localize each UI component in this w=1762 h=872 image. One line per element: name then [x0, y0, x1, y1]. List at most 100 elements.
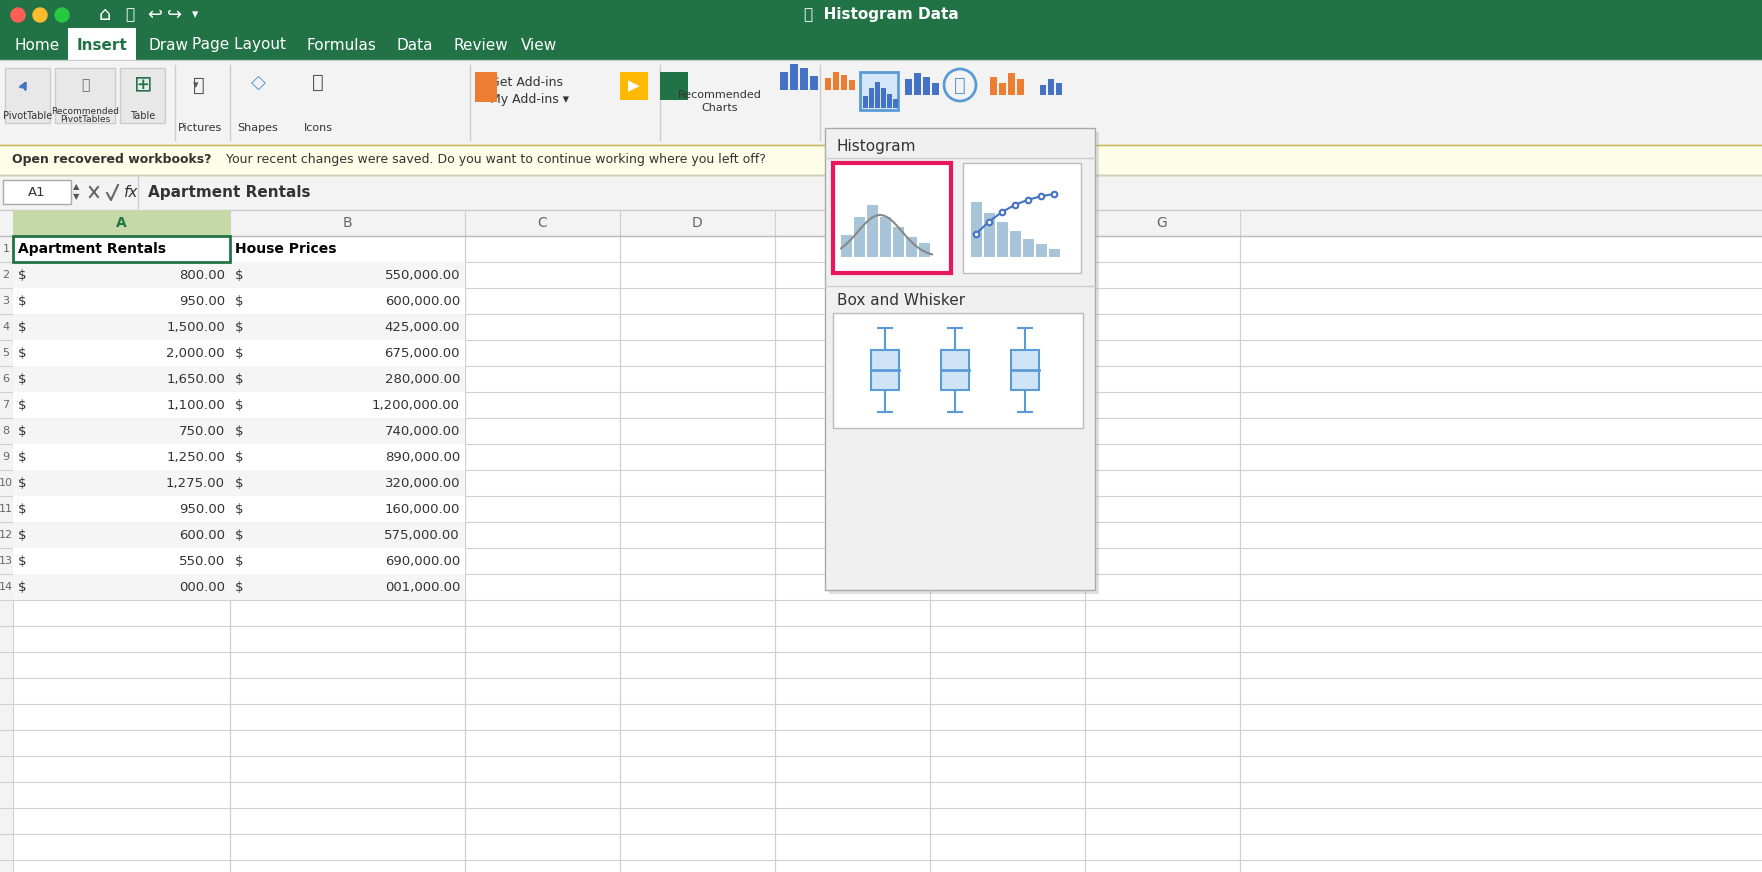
- Text: ▶: ▶: [627, 78, 640, 93]
- Text: $: $: [234, 528, 243, 542]
- Text: My Add-ins ▾: My Add-ins ▾: [490, 93, 569, 106]
- Text: A1: A1: [28, 186, 46, 199]
- Text: $: $: [234, 295, 243, 308]
- Text: 2,000.00: 2,000.00: [166, 346, 226, 359]
- Text: 1,650.00: 1,650.00: [166, 372, 226, 385]
- Text: 950.00: 950.00: [180, 295, 226, 308]
- Bar: [893, 227, 904, 257]
- Text: Shapes: Shapes: [238, 123, 278, 133]
- Text: House Prices: House Prices: [234, 242, 337, 256]
- Bar: [906, 79, 913, 95]
- Bar: [12, 262, 465, 288]
- Bar: [12, 522, 465, 548]
- Text: 750.00: 750.00: [178, 425, 226, 438]
- Bar: [69, 28, 136, 62]
- Bar: [12, 236, 231, 262]
- Bar: [920, 243, 930, 257]
- Bar: [941, 350, 969, 390]
- Bar: [12, 548, 465, 574]
- Text: 13: 13: [0, 556, 12, 566]
- Text: D: D: [692, 216, 703, 230]
- Text: 675,000.00: 675,000.00: [384, 346, 460, 359]
- Bar: [0, 210, 1762, 872]
- Text: $: $: [18, 346, 26, 359]
- Text: Draw: Draw: [148, 37, 189, 52]
- Text: fx: fx: [123, 185, 139, 200]
- Bar: [825, 78, 832, 90]
- Text: $: $: [234, 425, 243, 438]
- Text: ◇: ◇: [250, 72, 266, 92]
- Bar: [825, 128, 1094, 590]
- Text: 575,000.00: 575,000.00: [384, 528, 460, 542]
- Text: 14: 14: [0, 582, 12, 592]
- Text: $: $: [18, 451, 26, 464]
- Bar: [849, 80, 855, 90]
- Text: Recommended: Recommended: [678, 90, 761, 100]
- Bar: [828, 132, 1099, 594]
- Text: $: $: [234, 399, 243, 412]
- Text: $: $: [18, 295, 26, 308]
- Bar: [0, 30, 1762, 60]
- Text: View: View: [522, 37, 557, 52]
- Text: 1,500.00: 1,500.00: [166, 321, 226, 333]
- Text: Icons: Icons: [303, 123, 333, 133]
- Text: Review: Review: [453, 37, 509, 52]
- Bar: [789, 64, 798, 90]
- Bar: [833, 313, 1084, 428]
- Text: 7: 7: [2, 400, 9, 410]
- Text: 4: 4: [2, 322, 9, 332]
- Bar: [879, 217, 892, 257]
- Text: $: $: [18, 476, 26, 489]
- Text: $: $: [18, 321, 26, 333]
- Text: $: $: [18, 581, 26, 594]
- Bar: [990, 77, 997, 95]
- Text: 11: 11: [0, 504, 12, 514]
- Text: Data: Data: [396, 37, 433, 52]
- Bar: [833, 163, 951, 273]
- Text: $: $: [234, 502, 243, 515]
- Text: Histogram: Histogram: [837, 139, 916, 153]
- Text: 5: 5: [2, 348, 9, 358]
- Text: Recommended: Recommended: [51, 106, 120, 115]
- Text: 8: 8: [2, 426, 9, 436]
- Bar: [983, 213, 996, 257]
- Text: $: $: [234, 372, 243, 385]
- Text: ▾: ▾: [192, 9, 197, 22]
- Text: 1: 1: [2, 244, 9, 254]
- Text: $: $: [18, 269, 26, 282]
- Text: Your recent changes were saved. Do you want to continue working where you left o: Your recent changes were saved. Do you w…: [218, 153, 766, 167]
- Text: 1,200,000.00: 1,200,000.00: [372, 399, 460, 412]
- Text: C: C: [537, 216, 546, 230]
- Text: 280,000.00: 280,000.00: [384, 372, 460, 385]
- Bar: [5, 68, 49, 123]
- Bar: [811, 76, 818, 90]
- Bar: [12, 288, 465, 314]
- Text: ↩: ↩: [148, 6, 162, 24]
- Text: Box and Whisker: Box and Whisker: [837, 292, 966, 308]
- Bar: [923, 77, 930, 95]
- Text: 💾: 💾: [125, 8, 134, 23]
- Bar: [12, 418, 465, 444]
- Bar: [661, 72, 687, 100]
- Bar: [1008, 73, 1015, 95]
- Bar: [1040, 85, 1047, 95]
- Text: 740,000.00: 740,000.00: [384, 425, 460, 438]
- Text: 950.00: 950.00: [180, 502, 226, 515]
- Bar: [863, 96, 869, 108]
- Bar: [120, 68, 166, 123]
- Text: Apartment Rentals: Apartment Rentals: [148, 185, 310, 200]
- Bar: [12, 210, 231, 236]
- Bar: [1036, 244, 1047, 257]
- Text: 1,100.00: 1,100.00: [166, 399, 226, 412]
- Text: $: $: [18, 425, 26, 438]
- Text: Open recovered workbooks?: Open recovered workbooks?: [12, 153, 211, 167]
- Text: $: $: [234, 269, 243, 282]
- Bar: [855, 217, 865, 257]
- Text: 9: 9: [2, 452, 9, 462]
- Text: PivotTables: PivotTables: [60, 114, 109, 124]
- Text: E: E: [848, 216, 856, 230]
- Bar: [971, 202, 981, 257]
- Text: Formulas: Formulas: [307, 37, 375, 52]
- Circle shape: [55, 8, 69, 22]
- Bar: [55, 68, 115, 123]
